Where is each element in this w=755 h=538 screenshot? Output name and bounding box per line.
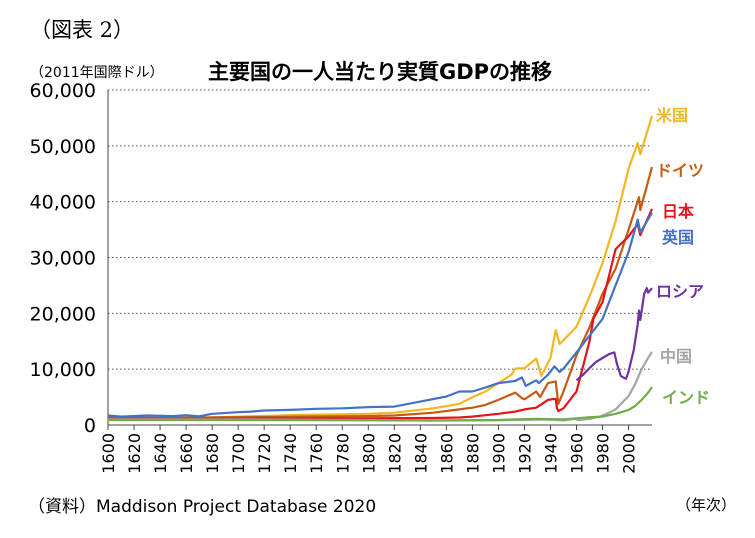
series-label: 英国 <box>661 228 694 247</box>
series-label: インド <box>662 388 710 407</box>
x-tick-label: 1660 <box>177 433 196 474</box>
series-line <box>108 208 654 420</box>
y-tick-label: 10,000 <box>30 359 96 381</box>
series-line <box>108 386 653 422</box>
x-unit-label: （年次） <box>676 496 737 514</box>
chart-title: 主要国の一人当たり実質GDPの推移 <box>208 60 553 84</box>
x-tick-label: 2000 <box>620 433 639 474</box>
x-tick-label: 1900 <box>489 433 508 474</box>
source-note: （資料）Maddison Project Database 2020 <box>28 497 377 517</box>
x-tick-label: 1880 <box>463 433 482 474</box>
x-tick-label: 1740 <box>281 433 300 474</box>
x-tick-label: 1920 <box>515 433 534 474</box>
series-line <box>575 287 653 382</box>
series-line <box>107 212 653 418</box>
x-tick-label: 1760 <box>307 433 326 474</box>
series-label: 中国 <box>660 347 692 366</box>
x-tick-label: 1840 <box>411 433 430 474</box>
y-tick-label: 60,000 <box>30 80 96 102</box>
y-tick-label: 20,000 <box>30 303 96 325</box>
series-label: 米国 <box>656 106 688 125</box>
x-tick-label: 1700 <box>229 433 248 474</box>
x-tick-label: 1960 <box>568 433 587 474</box>
y-unit-label: （2011年国際ドル） <box>30 65 164 81</box>
series-line <box>108 166 654 419</box>
series-label: ロシア <box>656 282 704 301</box>
series-line <box>108 351 653 422</box>
x-tick-label: 1860 <box>437 433 456 474</box>
x-tick-label: 1600 <box>99 433 118 474</box>
x-tick-label: 1820 <box>385 433 404 474</box>
figure-label: （図表 2） <box>30 18 135 42</box>
y-tick-label: 30,000 <box>30 248 96 270</box>
y-tick-label: 50,000 <box>30 136 96 158</box>
x-tick-label: 1800 <box>359 433 378 474</box>
x-tick-label: 1980 <box>594 433 613 474</box>
y-tick-label: 0 <box>84 415 96 437</box>
series-label: ドイツ <box>656 161 704 180</box>
series-label: 日本 <box>662 202 694 221</box>
x-tick-label: 1680 <box>203 433 222 474</box>
y-tick-label: 40,000 <box>30 192 96 214</box>
series-line <box>173 115 654 420</box>
x-tick-label: 1640 <box>151 433 170 474</box>
x-tick-label: 1620 <box>125 433 144 474</box>
x-tick-label: 1780 <box>333 433 352 474</box>
x-tick-label: 1720 <box>255 433 274 474</box>
x-tick-label: 1940 <box>541 433 560 474</box>
